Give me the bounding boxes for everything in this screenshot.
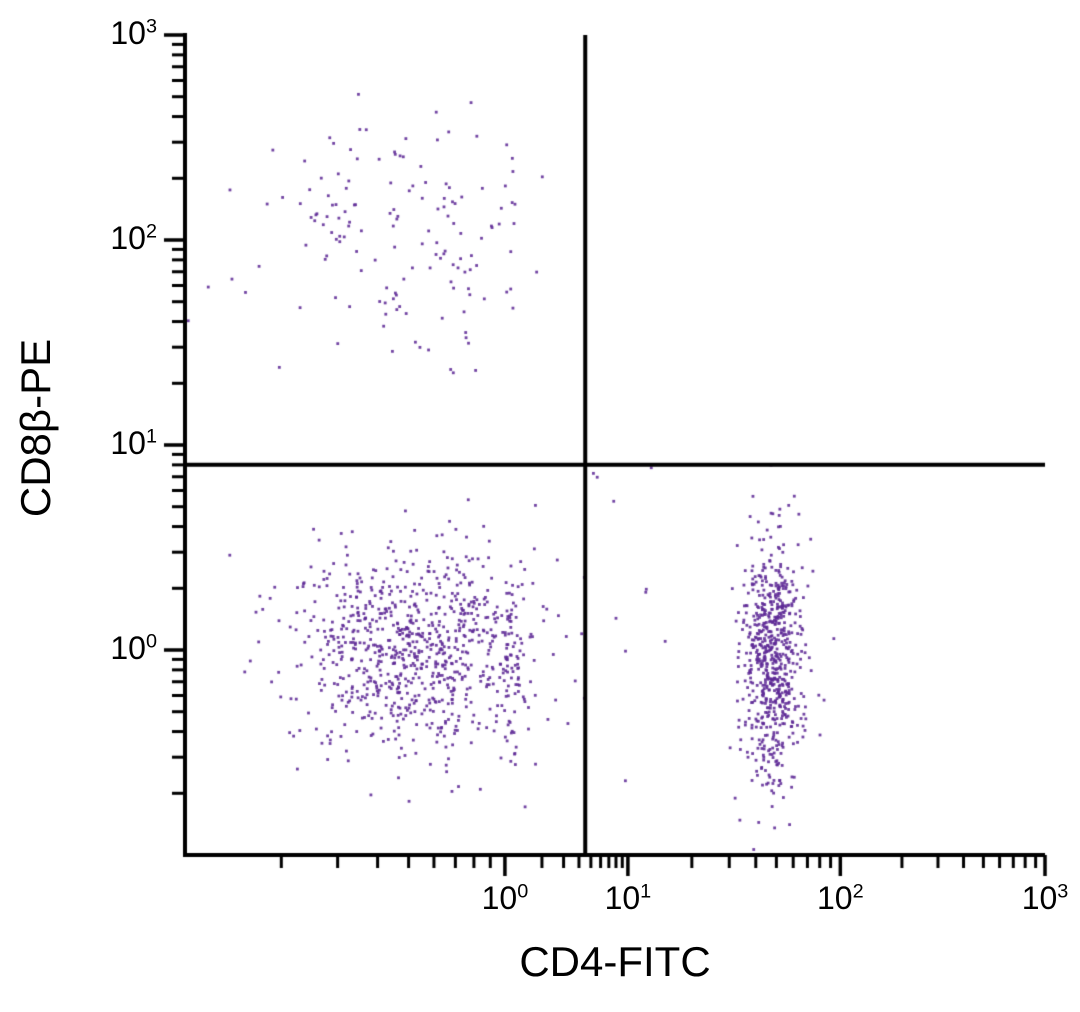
x-axis-label: CD4-FITC xyxy=(519,938,711,985)
y-axis-label: CD8β-PE xyxy=(12,338,59,518)
